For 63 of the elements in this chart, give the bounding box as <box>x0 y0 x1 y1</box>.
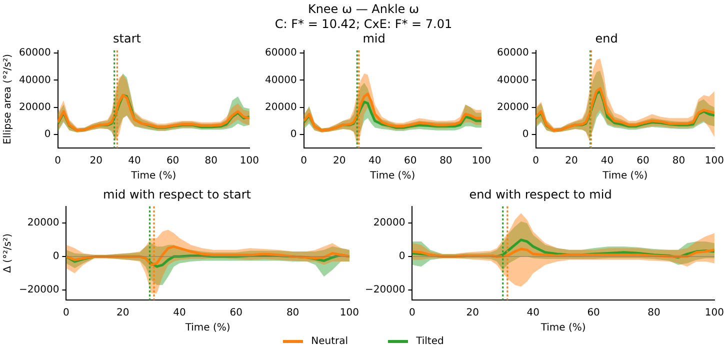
x-tick-label: 40 <box>600 156 614 167</box>
x-tick-label: 60 <box>166 156 180 167</box>
y-tick-label: 60000 <box>497 48 529 59</box>
y-tick-label: 0 <box>52 251 60 262</box>
x-tick-label: 40 <box>128 156 141 167</box>
x-axis-title: Time (%) <box>184 322 230 334</box>
y-tick-label: 20000 <box>265 102 297 113</box>
x-axis-title: Time (%) <box>540 322 586 334</box>
x-tick-label: 0 <box>409 308 416 319</box>
chart-title: end with respect to mid <box>469 187 612 202</box>
y-tick-label: 0 <box>398 251 406 262</box>
y-tick-label: 20000 <box>373 218 406 229</box>
y-tick-label: 60000 <box>265 48 297 59</box>
text: Knee ω — Ankle ω <box>306 2 420 17</box>
x-tick-label: 20 <box>332 156 346 167</box>
y-axis-title: Δ (°²/s²) <box>2 233 14 273</box>
y-tick-label: 0 <box>522 129 529 140</box>
x-tick-label: 80 <box>648 308 660 319</box>
y-tick-label: 40000 <box>265 74 297 86</box>
y-tick-label: 0 <box>290 129 297 140</box>
x-axis-title: Time (%) <box>602 170 648 182</box>
x-tick-label: 60 <box>230 308 243 319</box>
y-tick-label: 0 <box>44 129 51 140</box>
text: C: F* = 10.42; CxE: F* = 7.01 <box>274 17 454 32</box>
chart-title: end <box>595 31 618 46</box>
x-tick-label: 100 <box>704 308 724 319</box>
x-tick-label: 20 <box>90 156 103 167</box>
x-tick-label: 100 <box>704 156 724 167</box>
x-tick-label: 80 <box>440 156 452 167</box>
chart-title: mid with respect to start <box>103 187 252 202</box>
y-tick-label: 20000 <box>19 102 51 113</box>
x-axis-title: Time (%) <box>369 170 416 182</box>
x-tick-label: 60 <box>636 156 650 167</box>
x-tick-label: 0 <box>532 156 539 167</box>
chart-title: mid <box>362 31 386 46</box>
x-tick-label: 80 <box>672 156 686 167</box>
x-tick-label: 0 <box>63 308 70 319</box>
x-tick-label: 60 <box>587 308 600 319</box>
y-tick-label: 60000 <box>19 48 51 59</box>
legend-label: Neutral <box>311 336 348 347</box>
y-tick-label: −20000 <box>18 284 60 296</box>
x-tick-label: 20 <box>116 308 130 319</box>
x-tick-label: 20 <box>565 156 578 167</box>
chart-title: start <box>113 31 142 46</box>
x-tick-label: 80 <box>204 156 218 167</box>
x-tick-label: 0 <box>300 156 307 167</box>
x-tick-label: 100 <box>472 156 492 167</box>
x-tick-label: 40 <box>368 156 382 167</box>
x-tick-label: 40 <box>173 308 186 319</box>
y-tick-label: 20000 <box>497 102 529 113</box>
x-tick-label: 100 <box>340 308 360 319</box>
y-tick-label: 20000 <box>27 218 60 229</box>
x-axis-title: Time (%) <box>130 170 176 182</box>
y-tick-label: 40000 <box>497 74 529 86</box>
x-tick-label: 80 <box>286 308 300 319</box>
x-tick-label: 40 <box>526 308 540 319</box>
legend-label: Tilted <box>416 336 444 347</box>
x-tick-label: 60 <box>404 156 417 167</box>
x-tick-label: 20 <box>466 308 480 319</box>
y-axis-title: Ellipse area (°²/s²) <box>2 54 14 144</box>
x-tick-label: 100 <box>240 156 260 167</box>
y-tick-label: −20000 <box>364 284 406 296</box>
y-tick-label: 40000 <box>19 74 51 86</box>
